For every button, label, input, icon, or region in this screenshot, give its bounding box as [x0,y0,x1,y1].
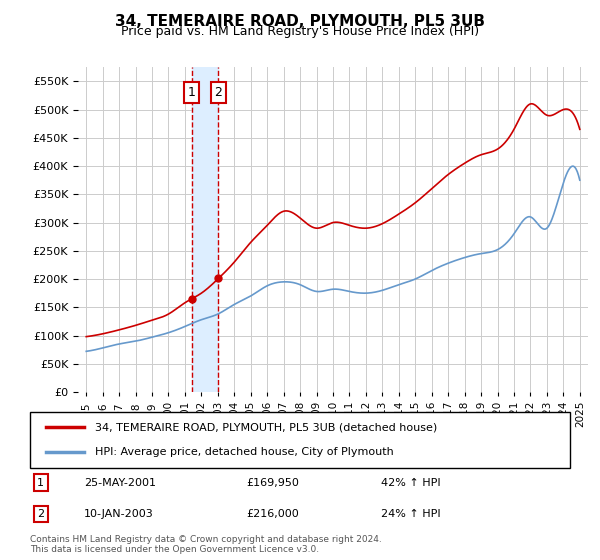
Text: 2: 2 [215,86,223,99]
Text: HPI: Average price, detached house, City of Plymouth: HPI: Average price, detached house, City… [95,447,394,457]
Text: 24% ↑ HPI: 24% ↑ HPI [381,509,440,519]
Bar [191,67,218,392]
Text: 10-JAN-2003: 10-JAN-2003 [84,509,154,519]
Text: £169,950: £169,950 [246,478,299,488]
Text: 34, TEMERAIRE ROAD, PLYMOUTH, PL5 3UB: 34, TEMERAIRE ROAD, PLYMOUTH, PL5 3UB [115,14,485,29]
Text: 25-MAY-2001: 25-MAY-2001 [84,478,156,488]
Text: 34, TEMERAIRE ROAD, PLYMOUTH, PL5 3UB (detached house): 34, TEMERAIRE ROAD, PLYMOUTH, PL5 3UB (d… [95,422,437,432]
Text: 1: 1 [188,86,196,99]
FancyBboxPatch shape [30,412,570,468]
Text: Contains HM Land Registry data © Crown copyright and database right 2024.
This d: Contains HM Land Registry data © Crown c… [30,535,382,554]
Text: 2: 2 [37,509,44,519]
Text: 1: 1 [37,478,44,488]
Text: £216,000: £216,000 [246,509,299,519]
Text: 42% ↑ HPI: 42% ↑ HPI [381,478,440,488]
Text: Price paid vs. HM Land Registry's House Price Index (HPI): Price paid vs. HM Land Registry's House … [121,25,479,38]
